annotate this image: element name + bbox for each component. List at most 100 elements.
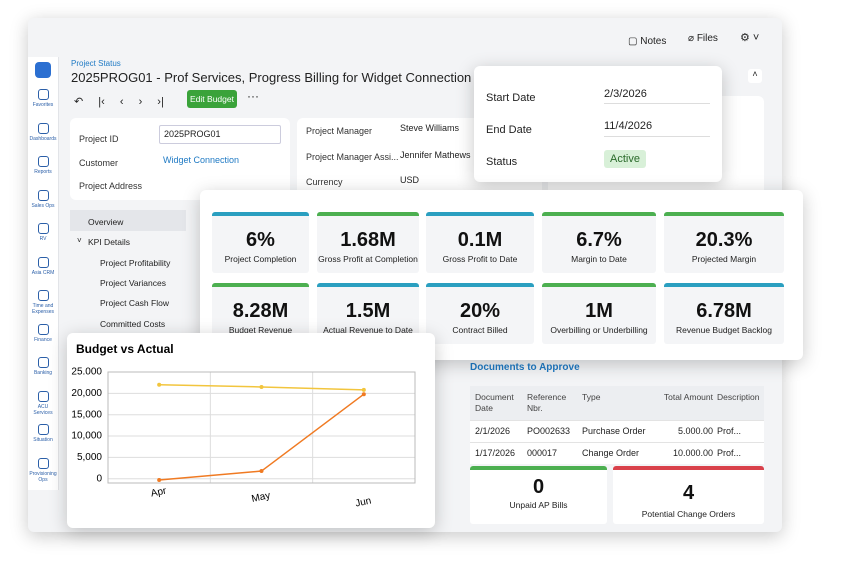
sidebar-item[interactable]: RV [28, 223, 58, 242]
sidebar-item[interactable]: Sales Ops [28, 189, 58, 209]
kpi-bar [470, 466, 607, 470]
kpi-bar [542, 212, 656, 216]
nav-item[interactable]: Committed Costs [100, 318, 166, 329]
edit-budget-button[interactable]: Edit Budget [187, 90, 237, 108]
point [361, 387, 366, 392]
kpi-label: Gross Profit at Completion [318, 254, 418, 264]
kpi-bar [317, 212, 419, 216]
expand-icon[interactable]: ˅ [77, 236, 82, 245]
logo[interactable] [35, 62, 51, 78]
kpi-bar [212, 283, 309, 287]
icon [37, 256, 49, 268]
field-label: Customer [79, 158, 119, 168]
kpi-value: 6.78M [696, 300, 752, 322]
breadcrumb[interactable]: Project Status [71, 59, 121, 68]
sidebar-label: ACU Services [33, 403, 53, 416]
row-line [470, 420, 764, 421]
point [259, 384, 264, 389]
field-value: Steve Williams [400, 123, 460, 133]
sidebar-label: Sales Ops [31, 202, 55, 209]
sidebar-label: Time and Expenses [32, 303, 54, 315]
field-label: Project Manager [306, 126, 373, 136]
sidebar-item[interactable]: Dashboards [28, 122, 58, 142]
nav-item[interactable]: KPI Details [88, 237, 131, 248]
kpi-panel: 6% Project Completion 1.68M Gross Profit at… [200, 190, 803, 360]
dates-panel: Start Date 2/3/2026 End Date 11/4/2026 S… [474, 66, 722, 182]
icon [37, 323, 49, 335]
kpi-card: 1.68M Gross Profit at Completion [317, 212, 419, 273]
nav-item[interactable]: Project Profitability [100, 257, 171, 268]
kpi-bar [426, 212, 534, 216]
notes-label: Notes [640, 36, 667, 47]
icon [37, 290, 49, 301]
kpi-card: 20.3% Projected Margin [664, 212, 784, 273]
sidebar-item[interactable]: Time and Expenses [28, 290, 58, 315]
kpi-value: 20.3% [695, 229, 753, 251]
kpi-value: 1M [585, 300, 613, 322]
field-label: Project Manager Assi... [306, 152, 399, 162]
icon [37, 189, 49, 201]
sidebar-item[interactable]: Reports [28, 156, 58, 175]
sidebar-item[interactable]: Favorites [28, 89, 58, 108]
sidebar-item[interactable]: Provisioning Ops [28, 457, 58, 483]
column-header: Document Date [475, 392, 514, 413]
icon [37, 223, 49, 234]
sidebar-label: Dashboards [29, 135, 57, 142]
field-label: Start Date [486, 92, 536, 104]
cell[interactable]: PO002633 [527, 426, 571, 436]
kpi-label: Revenue Budget Backlog [676, 325, 772, 335]
icon [37, 424, 49, 435]
kpi-bar [542, 283, 656, 287]
sidebar-label: Finance [34, 336, 52, 343]
sidebar-item[interactable]: Banking [28, 357, 58, 376]
point [361, 392, 366, 397]
customer-link[interactable]: Widget Connection [163, 155, 240, 165]
column-header: Description [717, 392, 760, 402]
status-badge: Active [604, 150, 646, 168]
field-label: End Date [486, 124, 532, 136]
sidebar-item[interactable]: Finance [28, 323, 58, 343]
kpi-bar [664, 212, 784, 216]
toolbar-icons[interactable]: ↶ |‹ ‹ › ›| [74, 96, 164, 108]
field-label: Project Address [79, 181, 143, 191]
nav-selected [70, 210, 186, 231]
icon [37, 457, 49, 469]
icon [37, 89, 49, 100]
x-tick-label: Apr [150, 485, 168, 499]
cell: 1/17/2026 [475, 448, 516, 458]
sidebar-label: Asia CRM [31, 269, 55, 276]
cell: Prof... [717, 448, 742, 458]
column-header: Total Amount [663, 392, 713, 402]
field-value: 2/3/2026 [604, 88, 647, 100]
kpi-value: 4 [682, 482, 695, 504]
cell[interactable]: 000017 [527, 448, 558, 458]
nav-item[interactable]: Project Cash Flow [100, 298, 169, 309]
field-value: Jennifer Mathews [400, 150, 471, 160]
x-tick-label: May [251, 490, 272, 505]
settings-button[interactable]: ⚙ ˅ [740, 32, 760, 44]
sidebar-item[interactable]: Situation [28, 424, 58, 443]
kpi-value: 8.28M [232, 300, 289, 322]
nav-item[interactable]: Overview [88, 217, 124, 227]
sidebar-item[interactable]: Asia CRM [28, 256, 58, 276]
column-header: Type [582, 392, 601, 402]
project-id-input[interactable] [159, 125, 281, 144]
nav-item[interactable]: Project Variances [100, 277, 166, 288]
collapse-button[interactable]: ˄ [748, 69, 762, 83]
kpi-card: 6.7% Margin to Date [542, 212, 656, 273]
kpi-card: 0 Unpaid AP Bills [470, 466, 607, 524]
sidebar-label: Provisioning Ops [29, 470, 57, 483]
icon [37, 390, 49, 402]
underline [604, 136, 710, 137]
kpi-value: 6% [246, 229, 275, 251]
more-button[interactable]: ··· [247, 89, 259, 103]
field-value: USD [400, 175, 420, 185]
point [157, 478, 162, 483]
sidebar-item[interactable]: ACU Services [28, 390, 58, 416]
files-button[interactable]: ⌀ Files [688, 33, 718, 44]
kpi-value: 1.5M [345, 300, 391, 322]
y-tick-label: 20,000 [71, 388, 102, 399]
notes-button[interactable]: ▢ Notes [628, 36, 667, 47]
kpi-bar [613, 466, 764, 470]
